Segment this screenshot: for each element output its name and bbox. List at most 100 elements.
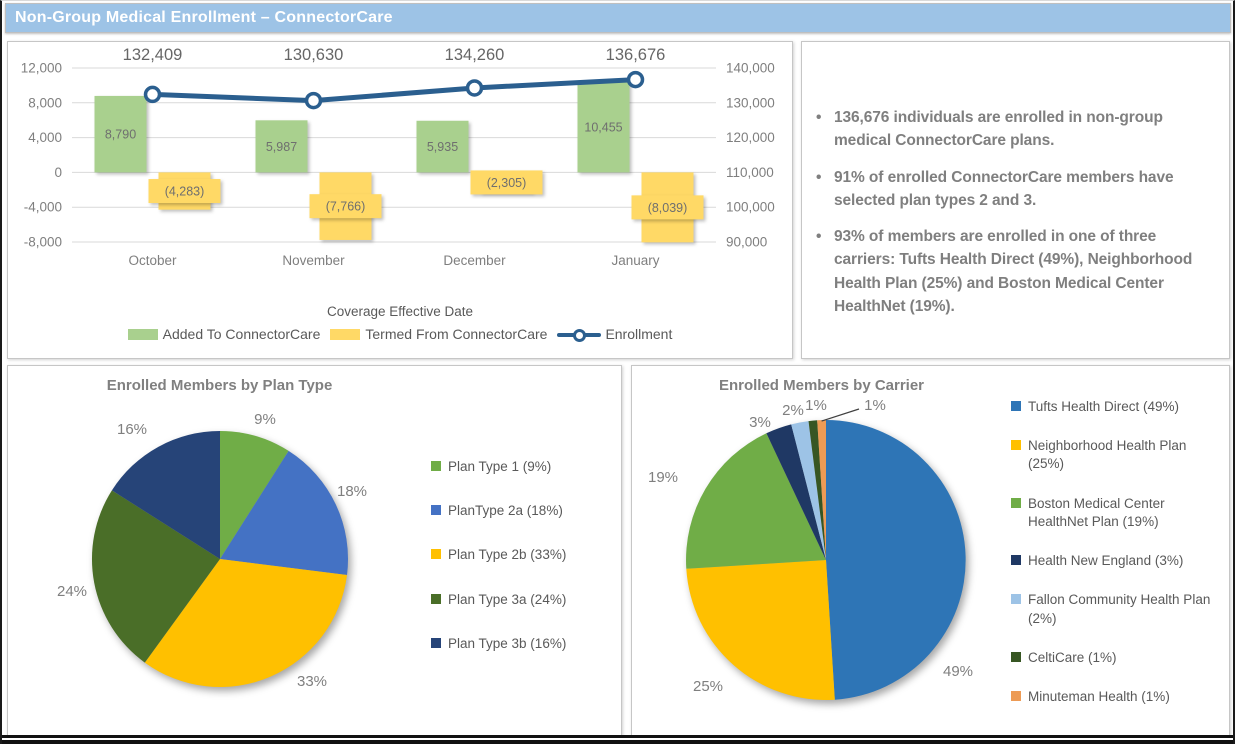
bullet-icon: • xyxy=(816,109,822,126)
svg-text:136,676: 136,676 xyxy=(606,46,666,64)
bullet-text: 93% of members are enrolled in one of th… xyxy=(834,228,1193,315)
plan-type-panel: Enrolled Members by Plan Type 9% 18% 33% 24… xyxy=(7,365,622,737)
summary-bullet: • 136,676 individuals are enrolled in no… xyxy=(816,106,1205,153)
legend-label: Fallon Community Health Plan (2%) xyxy=(1028,592,1211,626)
legend-label: Plan Type 2b (33%) xyxy=(448,547,567,563)
legend-item: CeltiCare (1%) xyxy=(1011,649,1223,667)
svg-text:140,000: 140,000 xyxy=(726,61,775,76)
enrollment-line-marker-icon xyxy=(557,328,602,342)
pie-slice xyxy=(686,433,826,569)
summary-bullet: • 91% of enrolled ConnectorCare members … xyxy=(816,166,1205,213)
legend-label: Minuteman Health (1%) xyxy=(1028,688,1170,704)
legend-label: Neighborhood Health Plan (25%) xyxy=(1028,438,1187,472)
svg-text:16%: 16% xyxy=(117,421,147,438)
svg-text:90,000: 90,000 xyxy=(726,235,767,250)
pie-slice xyxy=(220,431,289,559)
legend-swatch-icon xyxy=(1011,555,1021,566)
pie-slice xyxy=(791,421,826,560)
pie-slice xyxy=(111,431,220,559)
pie-slice xyxy=(817,420,826,560)
legend-item: PlanType 2a (18%) xyxy=(431,502,621,520)
legend-swatch-icon xyxy=(127,328,158,340)
legend-swatch-icon xyxy=(330,328,361,340)
svg-text:10,455: 10,455 xyxy=(584,120,622,134)
svg-text:0: 0 xyxy=(54,165,62,180)
svg-text:120,000: 120,000 xyxy=(726,130,775,145)
pie-slice xyxy=(826,420,966,700)
svg-text:December: December xyxy=(443,253,506,268)
carrier-pie-chart: 49%25%19%3%2% 1% 1% xyxy=(648,397,973,700)
svg-text:(7,766): (7,766) xyxy=(326,200,366,214)
legend-swatch-icon xyxy=(1011,440,1021,451)
svg-text:33%: 33% xyxy=(297,673,327,690)
carrier-panel: Enrolled Members by Carrier 49% 25% 19% 3% 2… xyxy=(631,365,1230,737)
bullet-icon: • xyxy=(816,168,822,186)
bar-added-to-connectorcare xyxy=(577,81,630,173)
svg-text:8,000: 8,000 xyxy=(28,95,62,110)
legend-swatch-icon xyxy=(431,593,441,604)
legend-item: Neighborhood Health Plan (25%) xyxy=(1011,437,1223,473)
svg-text:12,000: 12,000 xyxy=(21,61,62,76)
page-title-bar: Non-Group Medical Enrollment – Connector… xyxy=(5,3,1231,33)
legend-label: Tufts Health Direct (49%) xyxy=(1028,399,1180,414)
svg-text:132,409: 132,409 xyxy=(123,46,183,64)
svg-text:19%: 19% xyxy=(648,469,678,486)
legend-swatch-icon xyxy=(431,549,441,560)
combo-chart-legend: Added To ConnectorCare Termed From Conne… xyxy=(8,326,792,342)
pie-slice xyxy=(91,490,220,663)
svg-text:5,987: 5,987 xyxy=(266,140,297,154)
plan-type-pie-chart: 9% 18% 33% 24% 16% xyxy=(57,411,367,690)
legend-label: Plan Type 3a (24%) xyxy=(448,591,567,607)
svg-text:24%: 24% xyxy=(57,583,87,600)
page-title: Non-Group Medical Enrollment – Connector… xyxy=(15,9,393,26)
bullet-text: 91% of enrolled ConnectorCare members ha… xyxy=(834,168,1174,209)
carrier-chart-title: Enrolled Members by Carrier xyxy=(718,377,925,394)
legend-item: Enrollment xyxy=(557,326,672,342)
enrollment-combo-chart: 12,000 140,000 8,000 130,000 4,000 120,000 0 11… xyxy=(21,46,775,268)
legend-item: Plan Type 1 (9%) xyxy=(431,458,621,476)
svg-text:(4,283): (4,283) xyxy=(165,185,205,199)
svg-text:130,000: 130,000 xyxy=(726,95,775,110)
slide-bottom-border xyxy=(2,735,1233,744)
bullet-text: 136,676 individuals are enrolled in non-… xyxy=(834,109,1163,150)
x-axis-title: Coverage Effective Date xyxy=(326,304,474,319)
svg-text:January: January xyxy=(611,253,659,268)
svg-text:1%: 1% xyxy=(864,397,886,414)
enrollment-line xyxy=(150,77,638,104)
legend-item: Health New England (3%) xyxy=(1011,552,1223,570)
bar-added-to-connectorcare xyxy=(416,120,469,173)
legend-item: Plan Type 3b (16%) xyxy=(431,635,621,653)
svg-text:25%: 25% xyxy=(693,678,723,695)
summary-panel: • 136,676 individuals are enrolled in no… xyxy=(801,41,1230,359)
svg-text:-8,000: -8,000 xyxy=(24,235,62,250)
legend-swatch-icon xyxy=(1011,690,1021,701)
legend-item: Minuteman Health (1%) xyxy=(1011,688,1223,706)
legend-item: Added To ConnectorCare xyxy=(127,326,320,342)
svg-text:(2,305): (2,305) xyxy=(487,176,527,190)
svg-text:2%: 2% xyxy=(782,402,804,419)
svg-text:November: November xyxy=(282,253,345,268)
svg-text:9%: 9% xyxy=(254,411,276,428)
enrollment-trend-panel: 12,000 140,000 8,000 130,000 4,000 120,000 0 11… xyxy=(7,41,793,359)
plan-type-legend: Plan Type 1 (9%) PlanType 2a (18%) Plan … xyxy=(431,366,621,736)
enrollment-marker xyxy=(626,70,645,89)
legend-item: Termed From ConnectorCare xyxy=(330,326,547,342)
legend-swatch-icon xyxy=(1011,401,1021,411)
pie-slice xyxy=(686,560,835,700)
svg-text:-4,000: -4,000 xyxy=(24,200,62,215)
bar-added-to-connectorcare xyxy=(255,120,308,173)
legend-swatch-icon xyxy=(1011,651,1021,662)
svg-text:100,000: 100,000 xyxy=(726,200,775,215)
enrollment-marker xyxy=(465,79,484,97)
legend-swatch-icon xyxy=(431,505,441,516)
svg-text:3%: 3% xyxy=(749,414,771,431)
legend-label: CeltiCare (1%) xyxy=(1028,649,1117,665)
legend-label: Plan Type 3b (16%) xyxy=(448,635,567,651)
plan-type-chart-title: Enrolled Members by Plan Type xyxy=(106,377,333,394)
svg-text:4,000: 4,000 xyxy=(28,130,62,145)
svg-text:8,790: 8,790 xyxy=(105,128,136,142)
plan-type-pie-area: Enrolled Members by Plan Type 9% 18% 33% 24… xyxy=(8,366,431,736)
svg-text:October: October xyxy=(128,253,177,268)
svg-text:110,000: 110,000 xyxy=(726,165,774,180)
